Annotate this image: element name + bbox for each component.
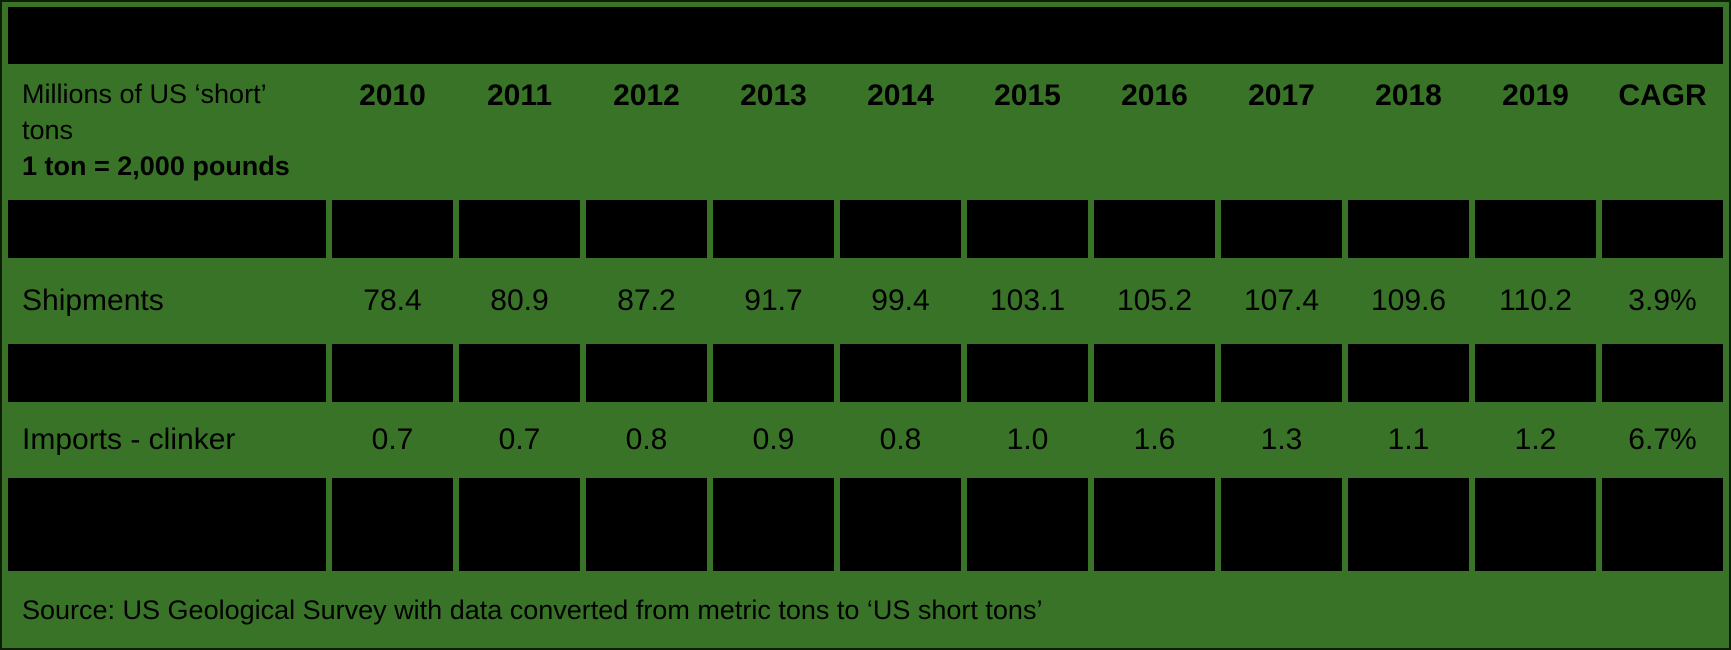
redacted-cell bbox=[713, 344, 834, 402]
redacted-row-2 bbox=[8, 344, 1723, 402]
redacted-cell bbox=[1602, 478, 1723, 571]
year-header-2011: 2011 bbox=[486, 79, 553, 112]
redacted-cell bbox=[1602, 344, 1723, 402]
shipments-value-2019: 110.2 bbox=[1499, 284, 1572, 317]
redacted-title-bar bbox=[8, 7, 1723, 64]
shipments-row: Shipments 78.4 80.9 87.2 91.7 99.4 103.1… bbox=[8, 263, 1723, 339]
imports-value-2014: 0.8 bbox=[879, 423, 922, 456]
redacted-cell bbox=[459, 478, 580, 571]
redacted-row-3 bbox=[8, 478, 1723, 571]
shipments-value-2016: 105.2 bbox=[1116, 284, 1193, 317]
year-header-2018: 2018 bbox=[1375, 79, 1442, 112]
redacted-cell bbox=[459, 200, 580, 258]
imports-value-2012: 0.8 bbox=[625, 423, 668, 456]
shipments-value-2015: 103.1 bbox=[989, 284, 1066, 317]
imports-value-2019: 1.2 bbox=[1514, 423, 1557, 456]
redacted-cell bbox=[459, 344, 580, 402]
redacted-cell bbox=[332, 200, 453, 258]
redacted-cell bbox=[967, 200, 1088, 258]
header-row: Millions of US ‘short’ tons 1 ton = 2,00… bbox=[8, 69, 1723, 195]
imports-value-2013: 0.9 bbox=[752, 423, 795, 456]
cagr-header: CAGR bbox=[1618, 79, 1707, 112]
source-note: Source: US Geological Survey with data c… bbox=[22, 594, 1043, 625]
shipments-value-2017: 107.4 bbox=[1243, 284, 1320, 317]
redacted-cell bbox=[1602, 200, 1723, 258]
redacted-cell bbox=[1094, 478, 1215, 571]
imports-clinker-row: Imports - clinker 0.7 0.7 0.8 0.9 0.8 1.… bbox=[8, 407, 1723, 473]
redacted-cell bbox=[713, 200, 834, 258]
redacted-cell bbox=[840, 344, 961, 402]
year-header-2010: 2010 bbox=[359, 79, 426, 112]
imports-cagr: 6.7% bbox=[1628, 423, 1697, 456]
redacted-cell bbox=[1475, 200, 1596, 258]
redacted-cell bbox=[967, 344, 1088, 402]
redacted-cell bbox=[840, 478, 961, 571]
unit-note-line-3: 1 ton = 2,000 pounds bbox=[22, 150, 290, 181]
redacted-cell bbox=[1221, 478, 1342, 571]
row-label-shipments: Shipments bbox=[22, 284, 164, 317]
redacted-cell bbox=[840, 200, 961, 258]
imports-value-2015: 1.0 bbox=[1006, 423, 1049, 456]
unit-note-line-1: Millions of US ‘short’ bbox=[22, 79, 267, 109]
redacted-row-1 bbox=[8, 200, 1723, 258]
year-header-2013: 2013 bbox=[740, 79, 807, 112]
redacted-cell bbox=[1475, 478, 1596, 571]
imports-value-2010: 0.7 bbox=[371, 423, 414, 456]
source-row: Source: US Geological Survey with data c… bbox=[8, 576, 1723, 644]
redacted-cell bbox=[1475, 344, 1596, 402]
title-row bbox=[8, 7, 1723, 64]
shipments-value-2013: 91.7 bbox=[744, 284, 803, 317]
year-header-2014: 2014 bbox=[867, 79, 934, 112]
imports-value-2016: 1.6 bbox=[1133, 423, 1176, 456]
unit-note: Millions of US ‘short’ tons 1 ton = 2,00… bbox=[8, 69, 326, 195]
redacted-cell bbox=[586, 478, 707, 571]
redacted-cell bbox=[1348, 344, 1469, 402]
redacted-cell bbox=[1221, 200, 1342, 258]
redacted-cell bbox=[967, 478, 1088, 571]
year-header-2015: 2015 bbox=[994, 79, 1061, 112]
redacted-cell bbox=[8, 200, 326, 258]
row-label-imports-clinker: Imports - clinker bbox=[22, 423, 236, 456]
redacted-cell bbox=[1348, 478, 1469, 571]
shipments-value-2011: 80.9 bbox=[490, 284, 549, 317]
redacted-cell bbox=[586, 344, 707, 402]
redacted-cell bbox=[1094, 344, 1215, 402]
redacted-cell bbox=[1094, 200, 1215, 258]
redacted-cell bbox=[332, 344, 453, 402]
redacted-cell bbox=[8, 478, 326, 571]
redacted-cell bbox=[1221, 344, 1342, 402]
redacted-cell bbox=[586, 200, 707, 258]
shipments-value-2012: 87.2 bbox=[617, 284, 676, 317]
shipments-value-2018: 109.6 bbox=[1370, 284, 1447, 317]
imports-value-2011: 0.7 bbox=[498, 423, 541, 456]
year-header-2017: 2017 bbox=[1248, 79, 1315, 112]
shipments-value-2014: 99.4 bbox=[871, 284, 930, 317]
year-header-2012: 2012 bbox=[613, 79, 680, 112]
year-header-2016: 2016 bbox=[1121, 79, 1188, 112]
redacted-cell bbox=[8, 344, 326, 402]
redacted-cell bbox=[332, 478, 453, 571]
redacted-cell bbox=[713, 478, 834, 571]
year-header-2019: 2019 bbox=[1502, 79, 1569, 112]
shipments-cagr: 3.9% bbox=[1628, 284, 1697, 317]
shipments-value-2010: 78.4 bbox=[363, 284, 422, 317]
redacted-cell bbox=[1348, 200, 1469, 258]
imports-value-2018: 1.1 bbox=[1387, 423, 1430, 456]
imports-value-2017: 1.3 bbox=[1260, 423, 1303, 456]
unit-note-line-2: tons bbox=[22, 114, 74, 145]
